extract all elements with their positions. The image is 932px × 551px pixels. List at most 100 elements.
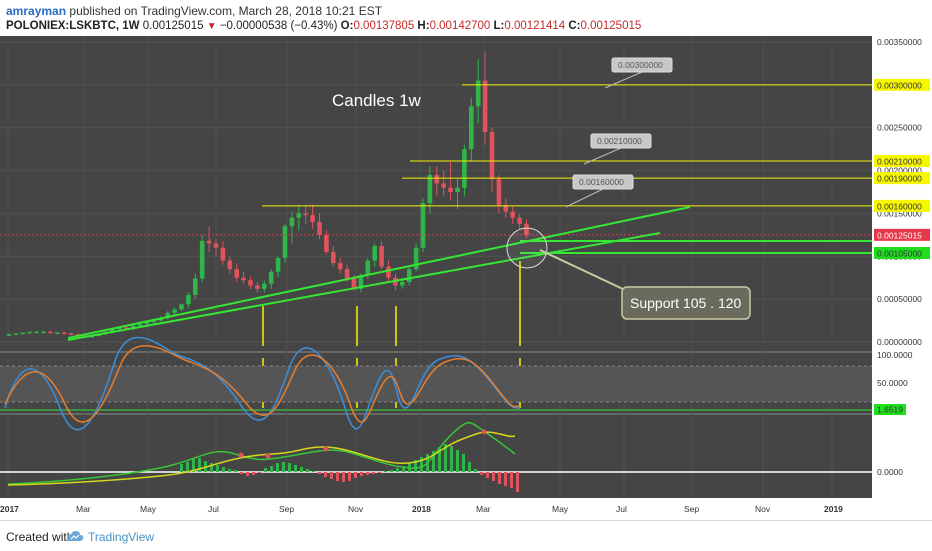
candle-body bbox=[255, 285, 260, 289]
down-triangle-icon: ▼ bbox=[206, 21, 217, 32]
macd-histogram-bar bbox=[234, 470, 237, 472]
macd-histogram-bar bbox=[180, 464, 183, 472]
candle-body bbox=[282, 226, 288, 258]
annotation-text: Support 105 . 120 bbox=[630, 295, 742, 311]
candle-body bbox=[365, 260, 371, 276]
macd-histogram-bar bbox=[366, 472, 369, 475]
macd-histogram-bar bbox=[450, 446, 453, 472]
macd-histogram-bar bbox=[468, 462, 471, 472]
candle-body bbox=[227, 260, 233, 270]
macd-cross-marker bbox=[265, 453, 271, 459]
macd-histogram-bar bbox=[318, 472, 321, 474]
macd-histogram-bar bbox=[300, 467, 303, 472]
macd-histogram-bar bbox=[486, 472, 489, 478]
candle-body bbox=[165, 312, 170, 318]
macd-histogram-bar bbox=[474, 469, 477, 472]
time-tick-label: Sep bbox=[684, 504, 699, 514]
price-axis-background bbox=[872, 36, 932, 520]
support-label: 0.00105000 bbox=[877, 249, 922, 259]
time-tick-label: Nov bbox=[348, 504, 364, 514]
stoch-tick-label: 50.0000 bbox=[877, 378, 908, 388]
macd-histogram-bar bbox=[462, 454, 465, 472]
macd-histogram-bar bbox=[342, 472, 345, 482]
candle-body bbox=[482, 80, 488, 132]
callout-pointer bbox=[583, 147, 622, 165]
candle-body bbox=[496, 179, 502, 205]
macd-histogram-bar bbox=[336, 472, 339, 481]
macd-histogram-bar bbox=[198, 458, 201, 472]
chart-area[interactable]: 0.00350000 0.00300000 0.00250000 0.00200000… bbox=[0, 36, 932, 520]
candle-body bbox=[130, 325, 136, 329]
candle-body bbox=[137, 324, 143, 326]
candle-body bbox=[448, 187, 453, 192]
open-value: 0.00137805 bbox=[353, 20, 415, 32]
candle-body bbox=[331, 252, 336, 264]
callout-pointer bbox=[604, 71, 643, 89]
candle-body bbox=[324, 234, 329, 252]
time-tick-label: Sep bbox=[279, 504, 294, 514]
candle-body bbox=[124, 327, 129, 329]
macd-histogram-bar bbox=[354, 472, 357, 478]
macd-cross-marker bbox=[481, 429, 487, 435]
candle-body bbox=[296, 213, 302, 218]
stoch-tick-label: 100.0000 bbox=[877, 350, 913, 360]
candle-body bbox=[68, 333, 74, 335]
low-label: L: bbox=[493, 20, 505, 32]
macd-histogram-bar bbox=[222, 467, 225, 472]
price-tick-label: 0.00150000 bbox=[877, 208, 922, 218]
time-tick-label: Mar bbox=[476, 504, 491, 514]
candle-body bbox=[337, 263, 343, 270]
candle-body bbox=[289, 217, 295, 227]
stoch-d-line bbox=[4, 345, 521, 423]
level-callout-text: 0.00300000 bbox=[618, 60, 663, 70]
tradingview-brand[interactable]: TradingView bbox=[88, 530, 155, 544]
macd-histogram-bar bbox=[504, 472, 507, 486]
last-price: 0.00125015 bbox=[142, 20, 204, 32]
macd-histogram-bar bbox=[414, 460, 417, 472]
price-level-label-bg bbox=[874, 172, 930, 185]
candle-body bbox=[89, 336, 95, 338]
candle-body bbox=[462, 149, 467, 188]
candle-body bbox=[524, 223, 529, 235]
author-link[interactable]: amrayman bbox=[6, 4, 67, 18]
candle-body bbox=[413, 247, 419, 270]
candle-body bbox=[386, 266, 391, 278]
macd-histogram-bar bbox=[276, 463, 279, 472]
candle-body bbox=[275, 258, 281, 272]
price-level-label: 0.00160000 bbox=[877, 201, 922, 211]
macd-histogram-bar bbox=[264, 468, 267, 472]
low-value: 0.00121414 bbox=[504, 20, 566, 32]
stoch-band bbox=[0, 366, 872, 402]
support-highlight-circle bbox=[506, 227, 548, 269]
level-callout-text: 0.00210000 bbox=[597, 136, 642, 146]
macd-cross-marker bbox=[238, 452, 244, 458]
macd-histogram-bar bbox=[228, 469, 231, 472]
stoch-k-line bbox=[4, 336, 521, 431]
candle-body bbox=[220, 247, 226, 261]
macd-histogram-bar bbox=[312, 471, 315, 472]
candle-body bbox=[489, 132, 495, 180]
macd-histogram-bar bbox=[246, 472, 249, 476]
candle-body bbox=[420, 203, 426, 248]
chart-header: amrayman published on TradingView.com, M… bbox=[0, 0, 932, 36]
candle-body bbox=[427, 174, 433, 204]
level-callout-box bbox=[572, 174, 634, 190]
macd-histogram-bar bbox=[420, 457, 423, 472]
macd-histogram-bar bbox=[210, 463, 213, 472]
time-tick-label: May bbox=[552, 504, 569, 514]
macd-histogram-bar bbox=[402, 466, 405, 472]
macd-histogram-bar bbox=[438, 447, 441, 472]
price-tick-label: 0.00000000 bbox=[877, 337, 922, 347]
time-tick-label: 2017 bbox=[0, 504, 19, 514]
macd-histogram-bar bbox=[492, 472, 495, 481]
candle-body bbox=[358, 275, 364, 289]
macd-histogram-bar bbox=[378, 472, 381, 473]
price-change: −0.00000538 (−0.43%) bbox=[219, 20, 338, 32]
candle-body bbox=[193, 278, 198, 295]
macd-histogram-bar bbox=[444, 444, 447, 472]
macd-cross-marker bbox=[323, 446, 329, 452]
macd-histogram-bar bbox=[384, 471, 387, 472]
candle-body bbox=[27, 331, 32, 334]
time-tick-label: Mar bbox=[76, 504, 91, 514]
created-with-text: Created with bbox=[6, 530, 74, 544]
